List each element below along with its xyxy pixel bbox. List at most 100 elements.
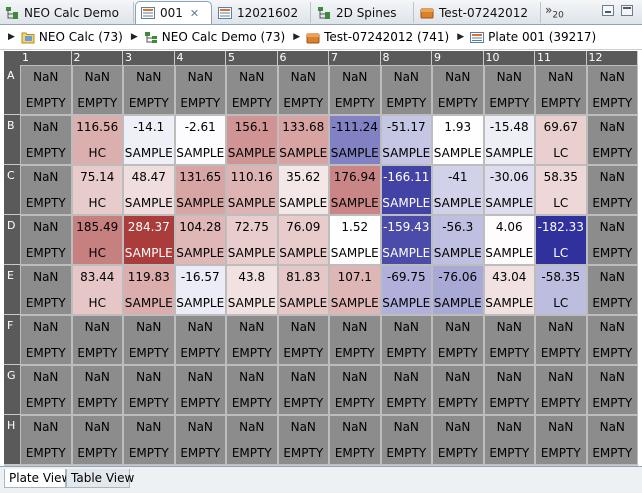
plate-well[interactable]: NaN EMPTY — [586, 65, 638, 115]
plate-well[interactable]: NaN EMPTY — [174, 65, 226, 115]
plate-well[interactable]: 110.16 SAMPLE — [226, 165, 278, 215]
tabs-overflow-button[interactable]: »20 — [545, 3, 564, 20]
plate-well[interactable]: 58.35 LC — [535, 165, 587, 215]
tab-12021602[interactable]: 12021602 — [213, 2, 311, 23]
plate-well[interactable]: NaN EMPTY — [432, 415, 484, 465]
plate-well[interactable]: NaN EMPTY — [586, 315, 638, 365]
plate-well[interactable]: NaN EMPTY — [380, 415, 432, 465]
breadcrumb-arrow-icon[interactable]: ▶ — [293, 32, 301, 42]
plate-well[interactable]: NaN EMPTY — [20, 215, 72, 265]
plate-well[interactable]: NaN EMPTY — [20, 315, 72, 365]
plate-well[interactable]: 76.09 SAMPLE — [277, 215, 329, 265]
breadcrumb-item[interactable]: NEO Calc Demo (73) — [161, 30, 286, 44]
plate-well[interactable]: NaN EMPTY — [586, 415, 638, 465]
plate-well[interactable]: NaN EMPTY — [71, 415, 123, 465]
plate-well[interactable]: 75.14 HC — [71, 165, 123, 215]
plate-well[interactable]: NaN EMPTY — [380, 315, 432, 365]
plate-well[interactable]: -111.24 SAMPLE — [329, 115, 381, 165]
plate-well[interactable]: -69.75 SAMPLE — [380, 265, 432, 315]
plate-well[interactable]: -182.33 LC — [535, 215, 587, 265]
plate-well[interactable]: 107.1 SAMPLE — [329, 265, 381, 315]
plate-well[interactable]: NaN EMPTY — [20, 365, 72, 415]
plate-well[interactable]: NaN EMPTY — [71, 65, 123, 115]
tab-001[interactable]: 001 ✕ — [135, 1, 212, 24]
plate-well[interactable]: NaN EMPTY — [226, 365, 278, 415]
minimize-icon[interactable] — [602, 5, 614, 16]
plate-well[interactable]: 116.56 HC — [71, 115, 123, 165]
tab-test-07242012[interactable]: Test-07242012 — [415, 2, 541, 23]
plate-well[interactable]: NaN EMPTY — [174, 415, 226, 465]
plate-well[interactable]: -2.61 SAMPLE — [174, 115, 226, 165]
plate-well[interactable]: NaN EMPTY — [174, 315, 226, 365]
breadcrumb-arrow-icon[interactable]: ▶ — [130, 32, 138, 42]
plate-well[interactable]: NaN EMPTY — [586, 265, 638, 315]
plate-well[interactable]: 104.28 SAMPLE — [174, 215, 226, 265]
plate-well[interactable]: NaN EMPTY — [586, 215, 638, 265]
plate-well[interactable]: -30.06 SAMPLE — [483, 165, 535, 215]
plate-well[interactable]: NaN EMPTY — [20, 165, 72, 215]
plate-well[interactable]: NaN EMPTY — [123, 65, 175, 115]
plate-well[interactable]: 83.44 HC — [71, 265, 123, 315]
plate-well[interactable]: NaN EMPTY — [329, 65, 381, 115]
plate-well[interactable]: NaN EMPTY — [277, 65, 329, 115]
plate-well[interactable]: -166.11 SAMPLE — [380, 165, 432, 215]
plate-well[interactable]: -56.3 SAMPLE — [432, 215, 484, 265]
plate-well[interactable]: 35.62 SAMPLE — [277, 165, 329, 215]
plate-well[interactable]: NaN EMPTY — [483, 365, 535, 415]
plate-well[interactable]: NaN EMPTY — [174, 365, 226, 415]
plate-well[interactable]: NaN EMPTY — [226, 65, 278, 115]
plate-well[interactable]: NaN EMPTY — [535, 415, 587, 465]
plate-well[interactable]: NaN EMPTY — [329, 415, 381, 465]
plate-well[interactable]: NaN EMPTY — [71, 365, 123, 415]
plate-well[interactable]: NaN EMPTY — [586, 165, 638, 215]
plate-well[interactable]: NaN EMPTY — [20, 265, 72, 315]
plate-well[interactable]: 133.68 SAMPLE — [277, 115, 329, 165]
plate-well[interactable]: NaN EMPTY — [277, 415, 329, 465]
breadcrumb-item[interactable]: Plate 001 (39217) — [488, 30, 597, 44]
plate-well[interactable]: 1.52 SAMPLE — [329, 215, 381, 265]
plate-well[interactable]: NaN EMPTY — [432, 315, 484, 365]
plate-well[interactable]: 119.83 SAMPLE — [123, 265, 175, 315]
plate-well[interactable]: -76.06 SAMPLE — [432, 265, 484, 315]
breadcrumb-arrow-icon[interactable]: ▶ — [457, 32, 465, 42]
plate-well[interactable]: NaN EMPTY — [380, 365, 432, 415]
plate-well[interactable]: NaN EMPTY — [123, 315, 175, 365]
plate-well[interactable]: -41 SAMPLE — [432, 165, 484, 215]
plate-well[interactable]: -15.48 SAMPLE — [483, 115, 535, 165]
plate-well[interactable]: NaN EMPTY — [71, 315, 123, 365]
plate-well[interactable]: 284.37 SAMPLE — [123, 215, 175, 265]
breadcrumb-arrow-icon[interactable]: ▶ — [8, 32, 15, 42]
plate-well[interactable]: NaN EMPTY — [586, 115, 638, 165]
plate-well[interactable]: NaN EMPTY — [535, 65, 587, 115]
plate-well[interactable]: 1.93 SAMPLE — [432, 115, 484, 165]
breadcrumb-item[interactable]: NEO Calc (73) — [38, 30, 123, 44]
plate-well[interactable]: NaN EMPTY — [123, 415, 175, 465]
plate-well[interactable]: NaN EMPTY — [329, 315, 381, 365]
plate-well[interactable]: 4.06 SAMPLE — [483, 215, 535, 265]
plate-well[interactable]: 131.65 SAMPLE — [174, 165, 226, 215]
tab-neo-calc-demo[interactable]: NEO Calc Demo — [0, 2, 134, 23]
plate-well[interactable]: NaN EMPTY — [432, 365, 484, 415]
tab-table-view[interactable]: Table View — [66, 469, 134, 488]
plate-well[interactable]: NaN EMPTY — [20, 415, 72, 465]
plate-well[interactable]: -16.57 SAMPLE — [174, 265, 226, 315]
plate-well[interactable]: 185.49 HC — [71, 215, 123, 265]
plate-well[interactable]: NaN EMPTY — [277, 315, 329, 365]
plate-well[interactable]: NaN EMPTY — [20, 65, 72, 115]
plate-well[interactable]: 48.47 SAMPLE — [123, 165, 175, 215]
close-icon[interactable]: ✕ — [189, 6, 200, 20]
plate-well[interactable]: NaN EMPTY — [535, 365, 587, 415]
plate-well[interactable]: 72.75 SAMPLE — [226, 215, 278, 265]
plate-well[interactable]: NaN EMPTY — [380, 65, 432, 115]
plate-well[interactable]: NaN EMPTY — [20, 115, 72, 165]
plate-well[interactable]: -51.17 SAMPLE — [380, 115, 432, 165]
plate-well[interactable]: 81.83 SAMPLE — [277, 265, 329, 315]
tab-2d-spines[interactable]: 2D Spines — [312, 2, 414, 23]
plate-well[interactable]: -14.1 SAMPLE — [123, 115, 175, 165]
plate-well[interactable]: NaN EMPTY — [123, 365, 175, 415]
plate-well[interactable]: NaN EMPTY — [329, 365, 381, 415]
plate-well[interactable]: -58.35 LC — [535, 265, 587, 315]
plate-well[interactable]: NaN EMPTY — [483, 315, 535, 365]
maximize-icon[interactable] — [621, 5, 633, 16]
plate-well[interactable]: 156.1 SAMPLE — [226, 115, 278, 165]
